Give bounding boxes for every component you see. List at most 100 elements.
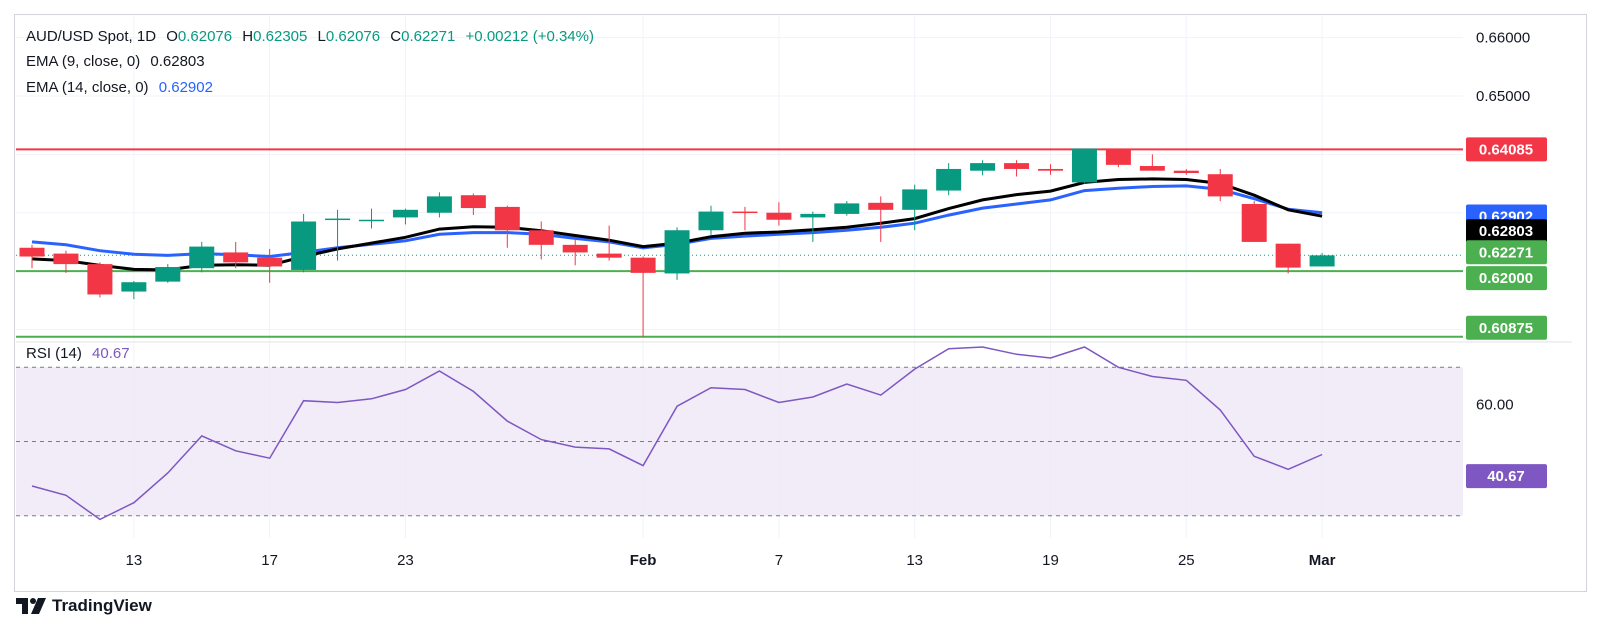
candle-body xyxy=(766,212,792,220)
candle-up xyxy=(359,208,384,229)
time-axis-label: 7 xyxy=(775,552,783,569)
support-tag: 0.62000 xyxy=(1466,266,1547,291)
candle-up xyxy=(936,163,962,196)
candle-body xyxy=(664,230,690,274)
candle-down xyxy=(494,205,520,248)
horizontal-levels xyxy=(16,148,1463,338)
axis-labels: 0.66000 0.65000 60.00 13 17 23 Feb 7 13 19 25 Mar xyxy=(126,30,1531,569)
price-tag-bg xyxy=(1466,137,1547,162)
candle-body xyxy=(1071,148,1097,183)
candle-body xyxy=(1004,163,1030,169)
candle-body xyxy=(1241,203,1267,242)
candle-body xyxy=(1038,168,1063,171)
candle-down xyxy=(528,221,554,260)
candle-body xyxy=(732,211,758,214)
ema14-label: EMA (14, close, 0) xyxy=(26,79,149,96)
candle-body xyxy=(19,247,45,257)
candle-down xyxy=(1105,148,1131,168)
candle-up xyxy=(834,201,860,216)
candle-body xyxy=(359,219,384,222)
candle-body xyxy=(53,253,79,265)
candle-body xyxy=(902,189,928,210)
candle-body xyxy=(155,267,181,282)
low-value: L0.62076 xyxy=(317,28,381,45)
candle-down xyxy=(223,241,249,269)
symbol-title[interactable]: AUD/USD Spot, 1D xyxy=(26,28,157,45)
candle-down xyxy=(53,250,79,273)
candle-down xyxy=(732,206,758,231)
time-axis-label: 13 xyxy=(126,552,143,569)
time-axis-label: 17 xyxy=(261,552,278,569)
brand-name: TradingView xyxy=(52,596,152,615)
candle-body xyxy=(834,203,860,214)
candle-down xyxy=(1275,243,1301,274)
candle-down xyxy=(1038,164,1063,175)
time-axis-label: 23 xyxy=(397,552,414,569)
candle-up xyxy=(902,184,928,231)
candle-body xyxy=(1309,255,1335,267)
price-axis-label: 0.65000 xyxy=(1476,88,1530,105)
candle-body xyxy=(1139,166,1165,171)
price-tags: 0.640850.629020.628030.622710.620000.608… xyxy=(1466,137,1547,489)
candle-body xyxy=(630,257,656,273)
rsi-value-tag: 40.67 xyxy=(1466,464,1547,489)
candle-down xyxy=(1241,201,1267,242)
price-tag-bg xyxy=(1466,240,1547,265)
candle-body xyxy=(562,244,588,253)
price-tag-label: 0.62271 xyxy=(1479,244,1533,261)
candle-body xyxy=(1275,243,1301,268)
candle-body xyxy=(494,206,520,231)
candle-body xyxy=(392,209,418,218)
candle-down xyxy=(596,225,622,261)
tradingview-logo[interactable]: TradingView xyxy=(16,596,152,616)
candle-up xyxy=(392,208,418,225)
candle-up xyxy=(1309,253,1335,267)
candle-up xyxy=(664,227,690,280)
candle-body xyxy=(257,257,283,267)
time-axis-label: 13 xyxy=(906,552,923,569)
candle-up xyxy=(800,211,826,242)
price-tag-bg xyxy=(1466,266,1547,291)
price-tag-label: 0.60875 xyxy=(1479,320,1533,337)
price-tag-bg xyxy=(1466,464,1547,489)
ema14-legend[interactable]: EMA (14, close, 0) 0.62902 xyxy=(26,79,219,96)
candle-down xyxy=(868,196,894,242)
candle-down xyxy=(19,244,45,269)
candle-down xyxy=(460,193,486,216)
candle-body xyxy=(426,196,452,213)
time-axis-label: 19 xyxy=(1042,552,1059,569)
price-tag-bg xyxy=(1466,219,1547,244)
candlesticks xyxy=(19,148,1335,338)
price-tag-label: 0.62803 xyxy=(1479,223,1533,240)
candle-body xyxy=(800,213,826,218)
resistance-tag: 0.64085 xyxy=(1466,137,1547,162)
candle-up xyxy=(291,213,317,273)
change-value: +0.00212 (+0.34%) xyxy=(465,28,594,45)
rsi-line-layer xyxy=(31,346,1323,521)
price-tag-label: 0.64085 xyxy=(1479,141,1533,158)
tradingview-logo-icon xyxy=(16,598,46,614)
last-price-tag: 0.62271 xyxy=(1466,240,1547,265)
close-value: C0.62271 xyxy=(390,28,456,45)
candle-body xyxy=(121,282,147,292)
price-tag-label: 0.62000 xyxy=(1479,270,1533,287)
price-tag-label: 40.67 xyxy=(1487,468,1525,485)
candle-body xyxy=(698,211,724,231)
candle-body xyxy=(596,253,622,258)
candle-down xyxy=(630,256,656,338)
candle-down xyxy=(766,202,792,226)
support2-tag: 0.60875 xyxy=(1466,315,1547,340)
candle-up xyxy=(970,160,996,176)
rsi-legend[interactable]: RSI (14) 40.67 xyxy=(26,345,136,362)
rsi-label: RSI (14) xyxy=(26,345,82,362)
candle-down xyxy=(562,239,588,266)
price-tag-bg xyxy=(1466,315,1547,340)
rsi-axis-label: 60.00 xyxy=(1476,396,1514,413)
candle-body xyxy=(970,163,996,171)
rsi-line xyxy=(31,346,1323,521)
ema9-legend[interactable]: EMA (9, close, 0) 0.62803 xyxy=(26,53,211,70)
candle-down xyxy=(1207,168,1233,202)
candle-up xyxy=(426,192,452,218)
candle-up xyxy=(1071,148,1097,184)
